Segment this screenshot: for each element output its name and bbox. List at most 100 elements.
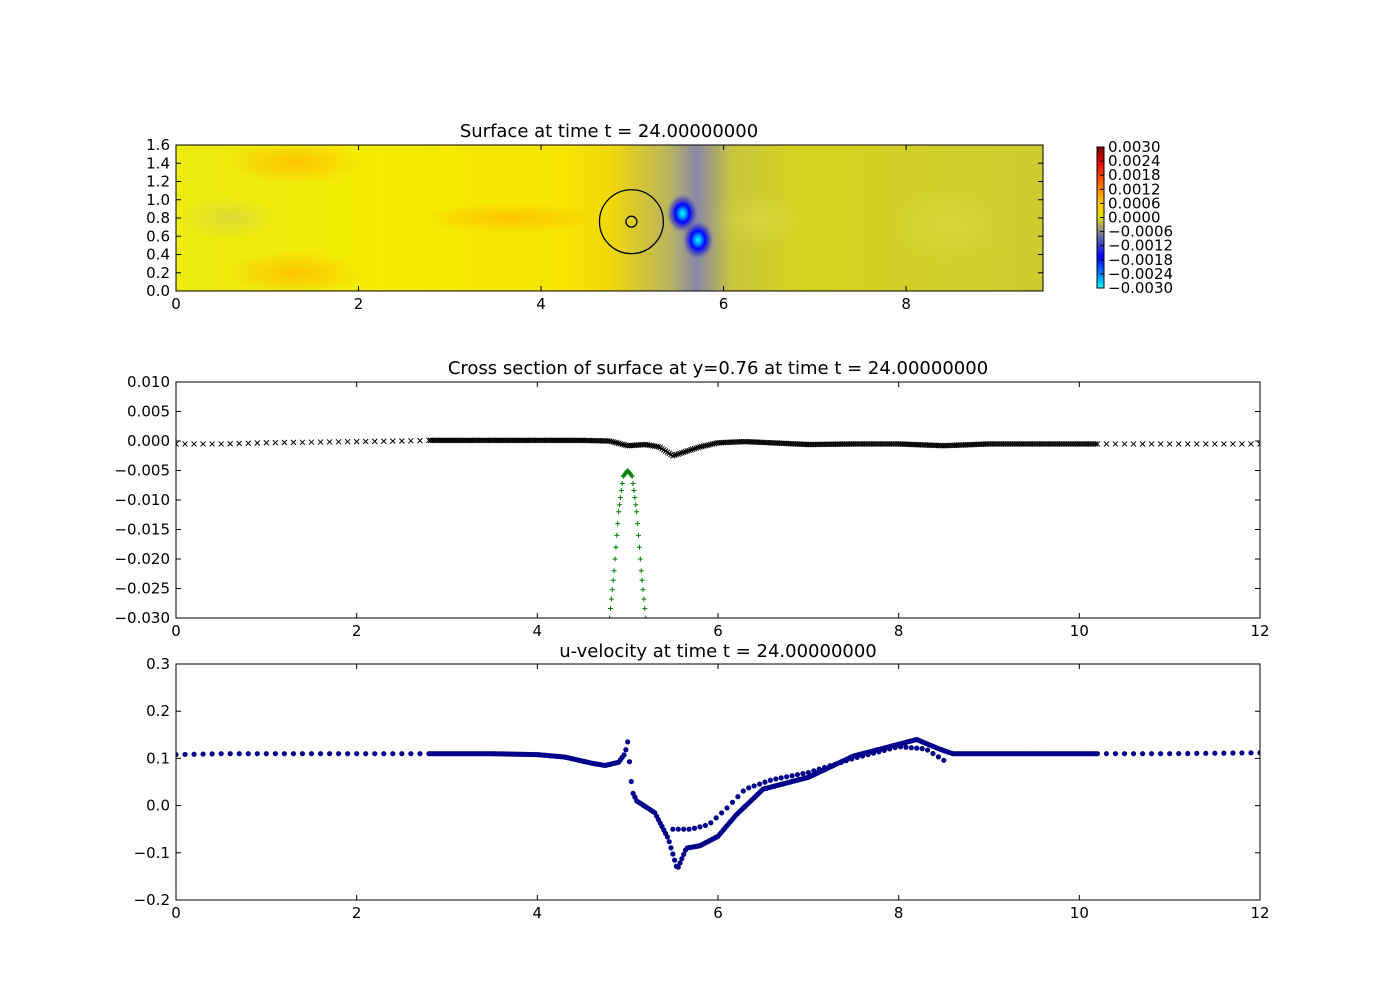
velocity-point-secondary <box>941 757 947 763</box>
velocity-point <box>254 751 260 757</box>
surface-point <box>398 438 405 444</box>
surface-point <box>417 437 423 444</box>
surface-point <box>1092 441 1099 447</box>
velocity-point-secondary <box>881 747 887 753</box>
u-velocity-title: u-velocity at time t = 24.00000000 <box>559 641 877 662</box>
velocity-point <box>1176 750 1182 757</box>
y-tick-label: −0.020 <box>114 550 170 568</box>
colorbar-tick-label: −0.0006 <box>1108 223 1173 241</box>
velocity-point-secondary <box>702 822 708 829</box>
surface-point <box>682 448 689 455</box>
velocity-point <box>299 751 306 757</box>
surface-point <box>1184 441 1191 447</box>
velocity-point <box>1130 751 1137 757</box>
surface-point <box>1148 441 1155 447</box>
bottom-profile-point <box>639 577 645 583</box>
bottom-profile-point <box>619 480 625 486</box>
velocity-point-secondary <box>778 775 784 781</box>
surface-point <box>1257 441 1260 447</box>
surface-point <box>200 441 206 447</box>
heatmap-pale-region <box>715 190 805 250</box>
velocity-point <box>363 751 369 757</box>
surface-point <box>326 439 333 445</box>
x-tick-label: 2 <box>354 295 364 313</box>
bottom-profile-point <box>643 615 649 618</box>
velocity-point <box>1167 751 1173 757</box>
velocity-point <box>326 751 333 757</box>
surface-point <box>299 439 306 446</box>
x-tick-label: 0 <box>171 904 181 922</box>
velocity-point-secondary <box>751 783 757 789</box>
velocity-point <box>664 834 671 840</box>
velocity-point-secondary <box>930 750 936 757</box>
velocity-point-secondary <box>729 799 736 805</box>
bottom-profile-point <box>611 568 617 574</box>
velocity-point-secondary <box>735 794 741 800</box>
velocity-point-secondary <box>697 824 703 830</box>
velocity-point-secondary <box>713 815 719 821</box>
x-tick-label: 10 <box>1070 622 1089 640</box>
x-tick-label: 4 <box>533 904 543 922</box>
y-tick-label: −0.030 <box>114 609 170 627</box>
colorbar-tick-label: −0.0024 <box>1108 265 1173 283</box>
surface-point <box>353 438 360 445</box>
surface-point <box>218 441 225 447</box>
x-tick-label: 2 <box>352 904 362 922</box>
surface-point <box>1139 441 1146 447</box>
y-tick-label: 0.2 <box>146 702 170 720</box>
velocity-point <box>227 751 233 757</box>
velocity-point-secondary <box>794 772 801 778</box>
y-tick-label: 0.0 <box>146 797 170 815</box>
velocity-point-secondary <box>821 764 828 771</box>
bottom-profile-point <box>616 509 622 515</box>
velocity-point <box>290 751 297 757</box>
surface-point <box>281 439 288 446</box>
bottom-profile-point <box>610 577 616 583</box>
surface-point <box>675 451 682 457</box>
bottom-profile-point <box>640 587 646 593</box>
velocity-point <box>336 751 342 757</box>
surface-heatmap-panel: Surface at time t = 24.00000000 0 2 4 6 8 0.0… <box>146 121 1044 313</box>
obstacle-circle <box>625 215 638 228</box>
velocity-point <box>1248 750 1254 756</box>
velocity-point <box>399 751 405 757</box>
bottom-profile-point <box>617 502 623 508</box>
y-tick-label: 0.8 <box>146 209 170 227</box>
surface-point <box>1211 441 1218 447</box>
surface-point <box>245 440 252 447</box>
velocity-point <box>200 751 206 757</box>
velocity-point <box>209 751 215 757</box>
bottom-profile-point <box>608 606 614 612</box>
velocity-point <box>1112 751 1119 757</box>
bottom-profile-point <box>637 556 643 562</box>
colorbar-tick-label: 0.0006 <box>1108 194 1161 212</box>
x-tick-label: 6 <box>719 295 729 313</box>
cross-section-title: Cross section of surface at y=0.76 at ti… <box>448 358 988 379</box>
surface-title: Surface at time t = 24.00000000 <box>460 121 758 142</box>
velocity-point <box>354 751 360 757</box>
heatmap-pale-region <box>890 185 1010 265</box>
velocity-point <box>1185 750 1191 757</box>
colorbar-tick-label: 0.0000 <box>1108 209 1161 227</box>
surface-point <box>1175 441 1182 447</box>
surface-point <box>290 439 297 446</box>
surface-point <box>691 445 698 452</box>
velocity-point-secondary <box>675 826 681 832</box>
velocity-point <box>681 851 687 858</box>
heatmap-warm-region <box>225 145 365 184</box>
bottom-profile-point <box>634 509 640 515</box>
y-tick-label: −0.2 <box>134 891 170 909</box>
surface-point <box>227 440 234 447</box>
bottom-profile-point <box>629 473 635 479</box>
velocity-point <box>1094 751 1100 757</box>
velocity-point-secondary <box>870 750 876 756</box>
velocity-point <box>623 747 629 753</box>
surface-point <box>176 441 179 447</box>
velocity-point <box>236 751 242 757</box>
x-tick-label: 10 <box>1070 904 1089 922</box>
x-tick-label: 0 <box>171 295 181 313</box>
velocity-point <box>182 751 188 758</box>
velocity-point-secondary <box>784 774 790 780</box>
bottom-profile-point <box>613 544 619 550</box>
